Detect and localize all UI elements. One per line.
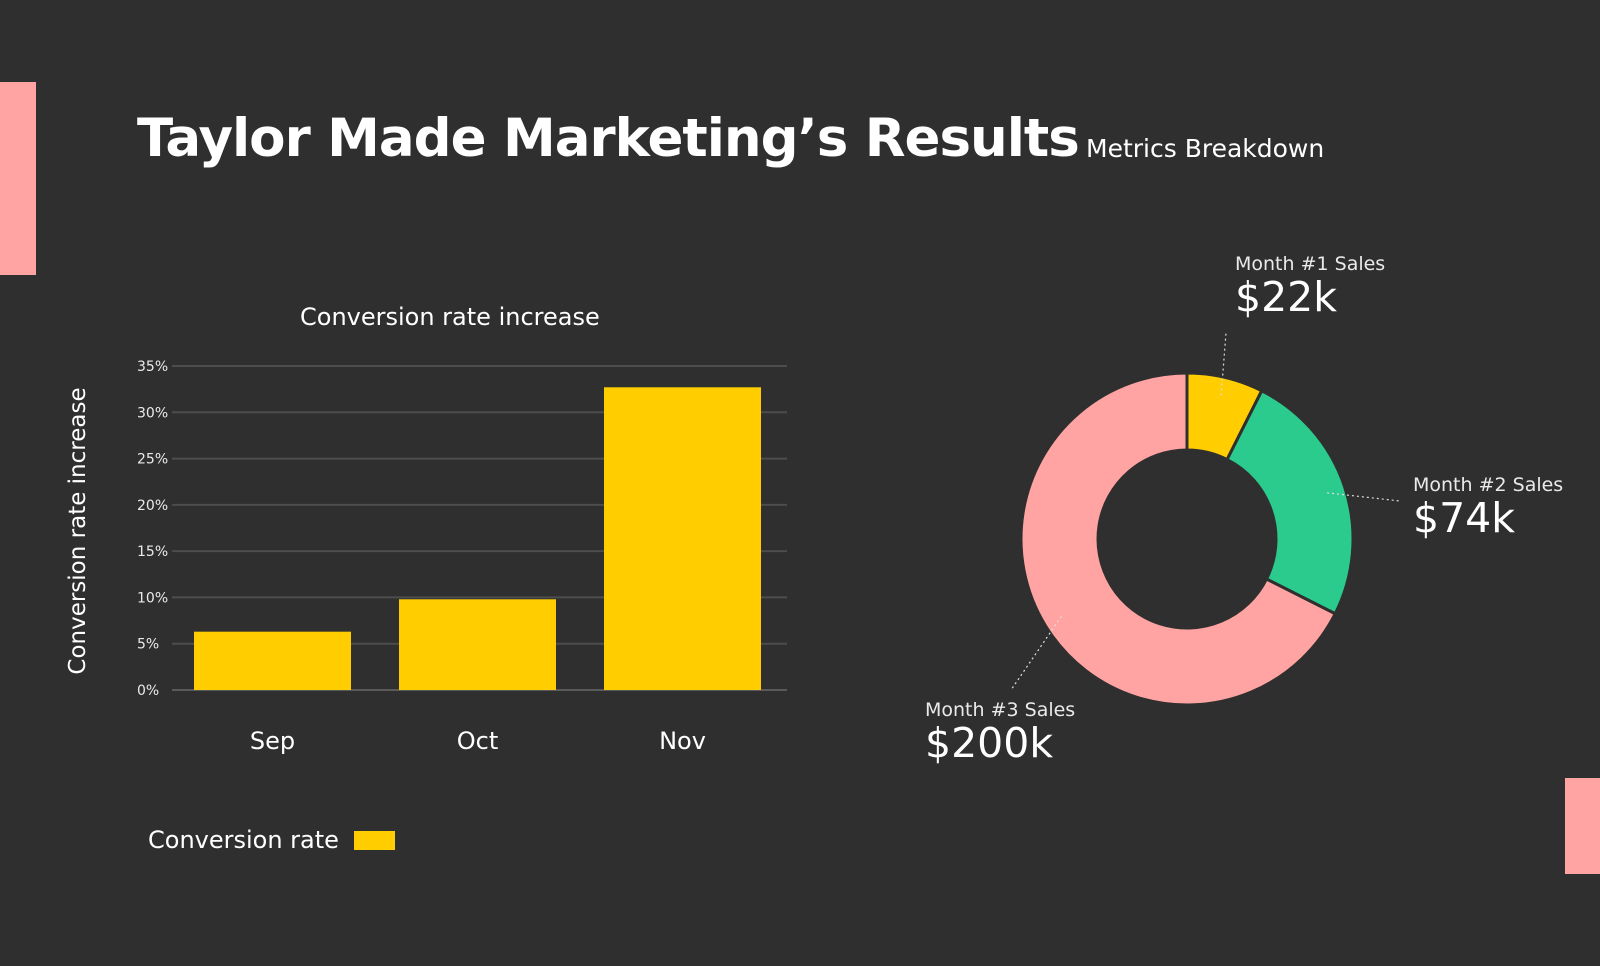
- bar-chart-title: Conversion rate increase: [300, 303, 600, 331]
- callout-month1: Month #1 Sales $22k: [1235, 253, 1385, 320]
- callout-month3: Month #3 Sales $200k: [925, 699, 1075, 766]
- callout-month1-label: Month #1 Sales: [1235, 253, 1386, 275]
- page-title: Taylor Made Marketing’s Results: [137, 108, 1080, 169]
- legend-swatch: [353, 830, 395, 850]
- accent-bar-right: [1565, 778, 1600, 874]
- donut-slice-month2: [1225, 388, 1355, 616]
- y-tick-label: 35%: [137, 359, 168, 375]
- leader-line-month2: [1327, 492, 1401, 502]
- y-tick-label: 15%: [137, 544, 168, 560]
- y-tick-label: 0%: [137, 683, 159, 699]
- callout-month2: Month #2 Sales $74k: [1413, 474, 1563, 541]
- callout-month3-value: $200k: [925, 719, 1054, 767]
- y-tick-label: 10%: [137, 590, 168, 606]
- callout-month2-value: $74k: [1413, 494, 1515, 542]
- callout-month2-label: Month #2 Sales: [1413, 474, 1564, 496]
- legend-label: Conversion rate: [148, 826, 339, 854]
- x-tick-label: Nov: [659, 727, 706, 755]
- y-tick-label: 20%: [137, 498, 168, 514]
- callout-month1-value: $22k: [1235, 273, 1337, 321]
- bar-chart-legend: Conversion rate: [148, 826, 395, 854]
- y-tick-label: 25%: [137, 452, 168, 468]
- accent-bar-left: [0, 82, 36, 275]
- leader-line-month1: [1220, 332, 1227, 396]
- donut-chart-title: Metrics Breakdown: [1086, 134, 1325, 163]
- x-tick-label: Sep: [250, 727, 295, 755]
- callout-month3-label: Month #3 Sales: [925, 699, 1076, 721]
- y-tick-label: 30%: [137, 405, 168, 421]
- bar-oct: [399, 599, 556, 690]
- bar-nov: [604, 387, 761, 690]
- x-tick-label: Oct: [457, 727, 499, 755]
- y-tick-label: 5%: [137, 637, 159, 653]
- donut-slice-month3: [1019, 371, 1338, 707]
- bar-sep: [194, 631, 351, 690]
